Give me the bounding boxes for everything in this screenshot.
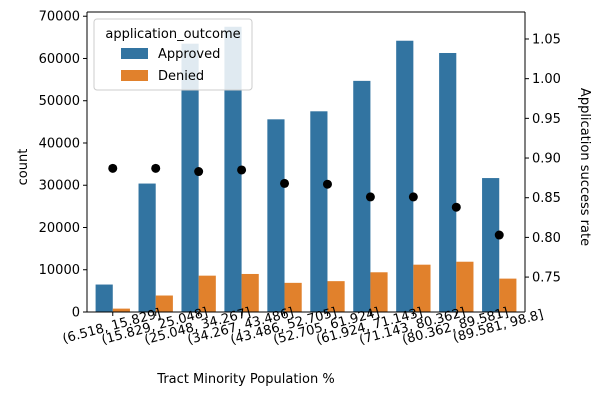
y-tick-label-3: 30000 [39,179,80,194]
bar-denied-9 [499,278,517,312]
y-right-tick-label-0: 0.75 [532,271,561,286]
legend-title: application_outcome [105,27,240,42]
success-rate-point-0 [108,163,118,173]
y-tick-label-4: 40000 [39,136,80,151]
bar-denied-5 [327,281,345,312]
y-axis-right-label: Application success rate [577,88,592,246]
legend-label-denied: Denied [158,69,204,84]
bar-denied-0 [112,308,130,312]
success-rate-point-5 [322,179,332,189]
success-rate-point-7 [408,192,418,202]
y-tick-label-0: 0 [72,306,80,321]
bar-approved-9 [482,178,500,312]
success-rate-point-2 [194,167,204,177]
x-axis-label: Tract Minority Population % [156,372,334,387]
legend-swatch-approved [121,48,148,59]
success-rate-points [108,163,504,240]
success-rate-point-8 [451,202,461,212]
y-tick-label-2: 20000 [39,221,80,236]
bar-denied-6 [370,272,388,312]
success-rate-point-4 [280,178,290,188]
y-tick-label-1: 10000 [39,263,80,278]
y-tick-label-5: 50000 [39,94,80,109]
bar-denied-8 [456,261,474,312]
legend-swatch-denied [121,70,148,81]
y-tick-label-6: 60000 [39,52,80,67]
bar-approved-8 [439,52,457,313]
y-right-tick-label-4: 0.95 [532,112,561,127]
success-rate-point-3 [237,165,247,175]
bar-approved-7 [396,40,414,312]
success-rate-point-1 [151,163,161,173]
y-right-tick-label-2: 0.85 [532,191,561,206]
y-right-tick-label-1: 0.80 [532,231,561,246]
bar-approved-6 [353,80,371,313]
bar-denied-7 [413,264,431,312]
bar-denied-3 [241,273,259,312]
legend-label-approved: Approved [158,47,220,62]
bar-denied-2 [198,275,216,312]
y-tick-label-7: 70000 [39,10,80,25]
bar-approved-3 [224,26,242,312]
y-right-tick-label-6: 1.05 [532,32,561,47]
y-axis-label: count [16,149,31,186]
success-rate-point-6 [365,192,375,202]
bar-denied-4 [284,282,302,312]
y-right-tick-label-3: 0.90 [532,152,561,167]
bar-approved-5 [310,111,328,312]
bar-denied-1 [155,295,173,312]
bar-approved-4 [267,119,285,312]
success-rate-point-9 [494,230,504,240]
bar-approved-2 [181,43,199,312]
bar-approved-0 [95,284,113,312]
y-right-tick-label-5: 1.00 [532,72,561,87]
bar-approved-1 [138,183,156,312]
legend: application_outcome Approved Denied [93,18,253,91]
bars-layer [95,26,517,313]
